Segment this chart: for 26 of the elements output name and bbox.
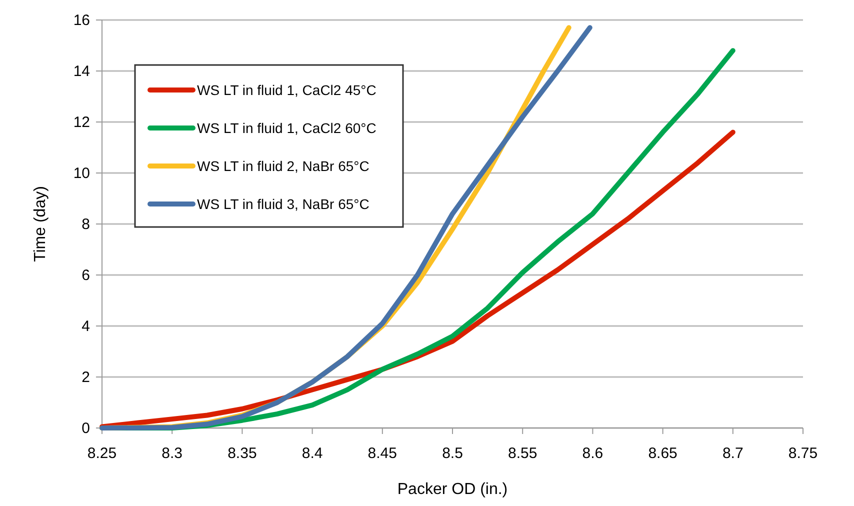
x-tick-label: 8.35 [228, 445, 257, 462]
y-axis-title: Time (day) [32, 186, 49, 262]
x-axis-title: Packer OD (in.) [397, 481, 508, 498]
y-tick-label: 2 [82, 369, 90, 386]
x-tick-label: 8.65 [648, 445, 678, 462]
y-tick-label: 6 [82, 267, 90, 284]
x-tick-label: 8.7 [722, 445, 744, 462]
y-tick-label: 14 [73, 63, 90, 80]
y-tick-label: 8 [82, 216, 90, 233]
x-tick-label: 8.4 [302, 445, 323, 462]
legend-label: WS LT in fluid 1, CaCl2 45°C [197, 82, 376, 98]
y-tick-label: 16 [73, 12, 90, 29]
x-tick-label: 8.3 [162, 445, 183, 462]
y-tick-label: 12 [73, 114, 90, 131]
legend-label: WS LT in fluid 2, NaBr 65°C [197, 158, 370, 174]
x-tick-label: 8.25 [87, 445, 117, 462]
x-tick-label: 8.5 [442, 445, 463, 462]
x-tick-label: 8.55 [508, 445, 538, 462]
y-tick-label: 10 [73, 165, 90, 182]
legend-label: WS LT in fluid 1, CaCl2 60°C [197, 120, 376, 136]
x-tick-label: 8.75 [788, 445, 818, 462]
legend-label: WS LT in fluid 3, NaBr 65°C [197, 196, 370, 212]
x-tick-label: 8.45 [368, 445, 397, 462]
y-tick-label: 0 [82, 420, 90, 437]
x-tick-label: 8.6 [582, 445, 604, 462]
y-tick-label: 4 [82, 318, 90, 335]
